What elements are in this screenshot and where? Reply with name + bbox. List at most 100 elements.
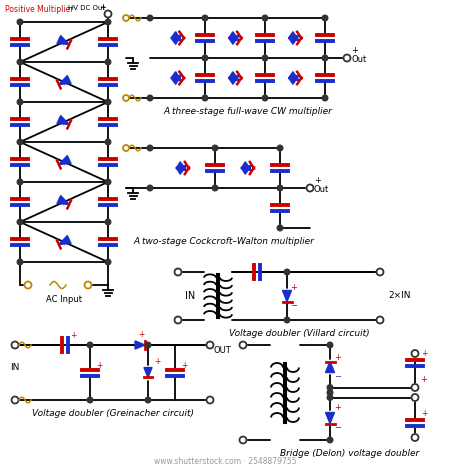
Circle shape [24, 282, 32, 289]
Circle shape [322, 15, 328, 21]
Text: +: + [420, 376, 427, 384]
Polygon shape [59, 156, 71, 164]
Polygon shape [135, 341, 145, 349]
Polygon shape [59, 76, 71, 85]
Text: A three-stage full-wave CW multiplier: A three-stage full-wave CW multiplier [163, 107, 332, 116]
Circle shape [411, 394, 418, 401]
Polygon shape [57, 36, 69, 44]
Circle shape [262, 55, 268, 61]
Polygon shape [229, 32, 239, 41]
Polygon shape [59, 235, 71, 244]
Text: IN: IN [185, 291, 195, 301]
Circle shape [327, 390, 333, 395]
Circle shape [239, 342, 247, 348]
Circle shape [327, 395, 333, 400]
Text: +: + [334, 404, 342, 413]
Circle shape [145, 397, 151, 403]
Circle shape [147, 185, 153, 191]
Text: IN: IN [10, 362, 20, 371]
Circle shape [105, 219, 111, 225]
Text: AC Input: AC Input [46, 295, 82, 304]
Circle shape [411, 434, 418, 441]
Text: −: − [291, 301, 297, 311]
Polygon shape [57, 116, 69, 125]
Circle shape [277, 185, 283, 191]
Circle shape [343, 55, 351, 62]
Circle shape [105, 259, 111, 265]
Circle shape [104, 10, 112, 17]
Text: Out: Out [351, 55, 366, 64]
Circle shape [322, 55, 328, 61]
Circle shape [327, 342, 333, 348]
Circle shape [87, 342, 93, 348]
Text: +: + [99, 3, 107, 13]
Polygon shape [288, 72, 299, 81]
Circle shape [239, 437, 247, 444]
Text: +: + [138, 330, 144, 339]
Text: +: + [351, 46, 358, 55]
Circle shape [327, 385, 333, 390]
Polygon shape [57, 196, 69, 204]
Circle shape [262, 95, 268, 101]
Polygon shape [283, 290, 292, 301]
Polygon shape [171, 75, 182, 84]
Text: +: + [421, 409, 428, 418]
Circle shape [147, 145, 153, 151]
Text: +: + [96, 360, 103, 369]
Circle shape [17, 259, 23, 265]
Polygon shape [288, 35, 299, 44]
Circle shape [306, 185, 314, 191]
Circle shape [145, 342, 151, 348]
Circle shape [123, 145, 129, 151]
Polygon shape [176, 162, 187, 171]
Polygon shape [229, 72, 239, 81]
Polygon shape [325, 413, 334, 423]
Polygon shape [229, 75, 239, 84]
Text: +: + [181, 360, 187, 369]
Text: Bridge (Delon) voltage doubler: Bridge (Delon) voltage doubler [280, 449, 419, 458]
Circle shape [12, 397, 18, 404]
Circle shape [17, 139, 23, 145]
Circle shape [277, 145, 283, 151]
Circle shape [411, 350, 418, 357]
Circle shape [12, 342, 18, 348]
Circle shape [262, 15, 268, 21]
Circle shape [105, 59, 111, 65]
Circle shape [17, 219, 23, 225]
Circle shape [322, 95, 328, 101]
Polygon shape [288, 32, 299, 41]
Circle shape [105, 139, 111, 145]
Circle shape [207, 342, 213, 348]
Circle shape [175, 268, 181, 275]
Text: +: + [70, 331, 77, 340]
Circle shape [202, 15, 208, 21]
Circle shape [327, 437, 333, 443]
Polygon shape [171, 31, 182, 41]
Circle shape [123, 15, 129, 21]
Polygon shape [325, 361, 334, 373]
Text: +: + [291, 282, 297, 291]
Circle shape [202, 55, 208, 61]
Polygon shape [241, 162, 252, 171]
Text: Voltage doubler (Villard circuit): Voltage doubler (Villard circuit) [229, 329, 369, 338]
Polygon shape [176, 165, 187, 174]
Circle shape [105, 19, 111, 25]
Text: +: + [314, 176, 321, 185]
Polygon shape [144, 368, 152, 377]
Text: Positive Multiplier: Positive Multiplier [5, 6, 73, 15]
Circle shape [377, 268, 383, 275]
Circle shape [17, 19, 23, 25]
Text: 2×IN: 2×IN [388, 291, 410, 300]
Circle shape [123, 95, 129, 101]
Circle shape [17, 99, 23, 105]
Circle shape [212, 145, 218, 151]
Text: +: + [154, 357, 160, 366]
Circle shape [411, 384, 418, 391]
Circle shape [147, 95, 153, 101]
Circle shape [105, 99, 111, 105]
Text: www.shutterstock.com · 2548879755: www.shutterstock.com · 2548879755 [154, 457, 296, 467]
Polygon shape [241, 165, 252, 174]
Polygon shape [229, 35, 239, 44]
Text: Out: Out [314, 185, 329, 194]
Circle shape [147, 15, 153, 21]
